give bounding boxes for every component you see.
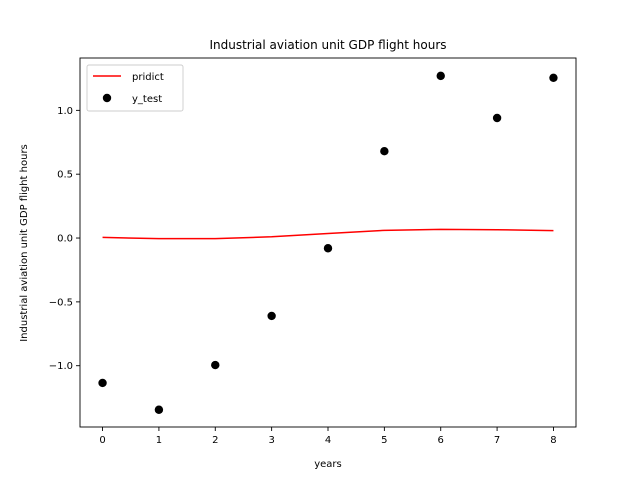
series-line-pridict	[102, 228, 554, 240]
y-tick-label-1: −0.5	[49, 297, 73, 308]
x-tick-label-7: 7	[494, 435, 500, 446]
data-point-y_test-7	[492, 113, 502, 123]
x-tick-label-1: 1	[156, 435, 162, 446]
x-tick-label-5: 5	[381, 435, 387, 446]
y-tick-label-3: 0.5	[57, 170, 73, 181]
y-tick-label-2: 0.0	[57, 234, 73, 245]
x-axis-label: years	[314, 459, 342, 470]
x-tick-label-3: 3	[268, 435, 274, 446]
y-tick-label-0: −1.0	[49, 361, 73, 372]
y-axis-label: Industrial aviation unit GDP flight hour…	[19, 144, 30, 342]
data-point-y_test-2	[211, 360, 220, 370]
data-point-y_test-0	[98, 378, 107, 388]
legend-label-pridict: pridict	[132, 72, 164, 83]
data-point-y_test-4	[323, 244, 333, 253]
data-point-y_test-5	[380, 147, 389, 156]
x-tick-label-0: 0	[99, 435, 105, 446]
data-point-y_test-8	[549, 73, 558, 82]
x-tick-label-6: 6	[438, 435, 444, 446]
legend-swatch-y_test	[102, 93, 112, 103]
x-tick-label-4: 4	[325, 435, 331, 446]
chart-title: Industrial aviation unit GDP flight hour…	[209, 38, 446, 52]
legend: pridict y_test	[86, 64, 184, 112]
y-tick-label-4: 1.0	[57, 106, 73, 117]
data-point-y_test-6	[436, 71, 445, 81]
legend-label-y_test: y_test	[132, 94, 162, 105]
x-tick-label-2: 2	[212, 435, 218, 446]
data-point-y_test-3	[267, 311, 276, 321]
data-point-y_test-1	[154, 405, 164, 414]
plot-area: 0 1 2 3 4 5 6 7 8 −1.0 −0.5 0.0 0.5 1.0	[49, 57, 577, 446]
x-tick-label-8: 8	[550, 435, 556, 446]
